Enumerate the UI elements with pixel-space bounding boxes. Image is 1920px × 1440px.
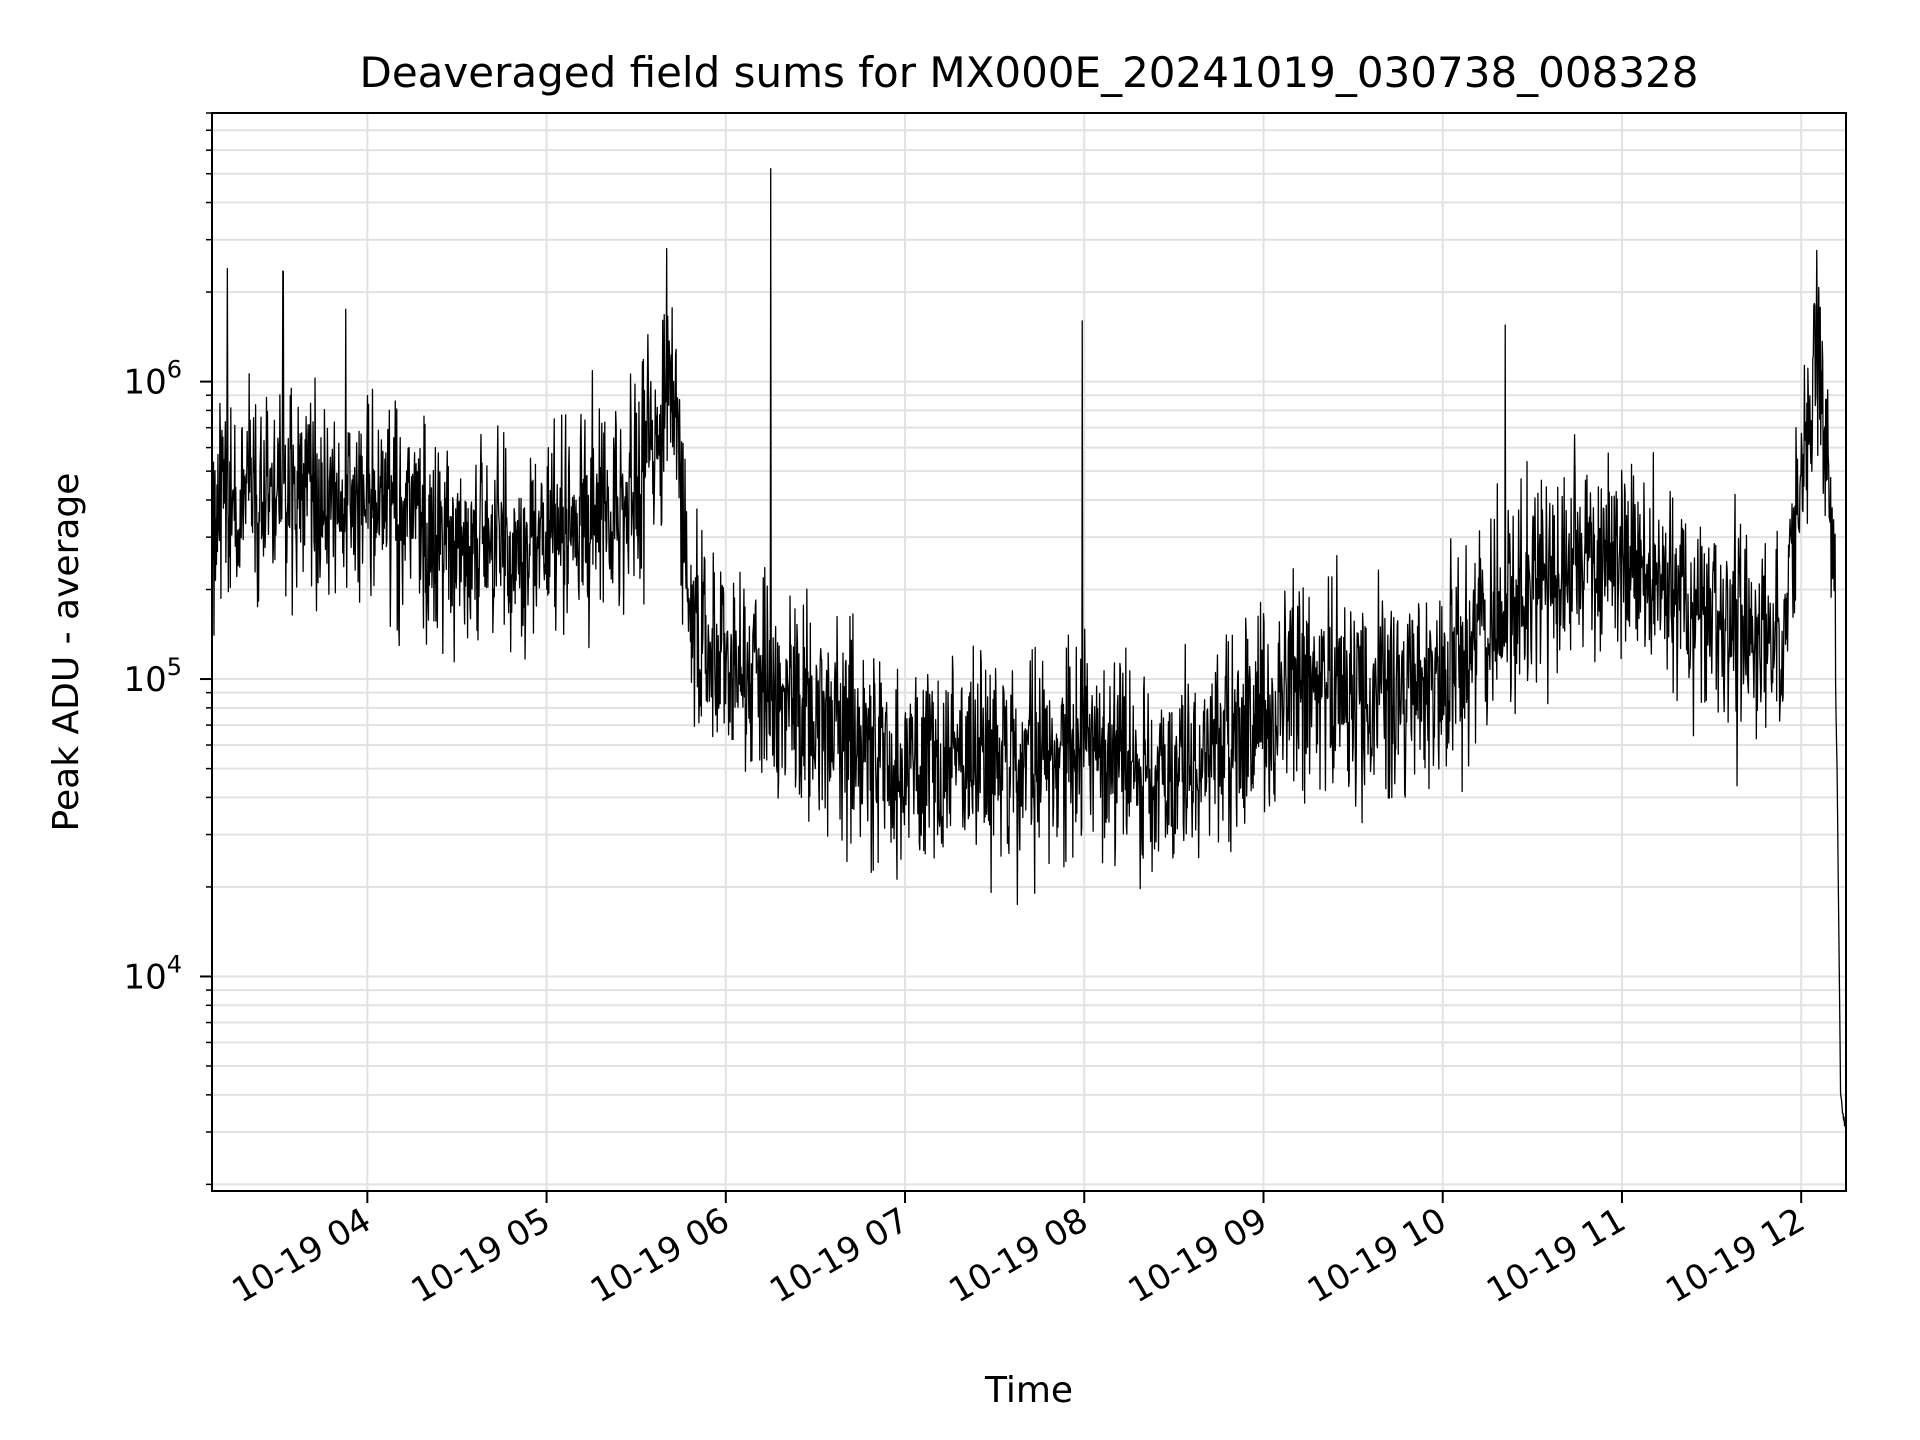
- x-tick-label: 10-19 11: [1480, 1200, 1632, 1311]
- series-line: [211, 168, 1847, 1133]
- y-axis: 104 105 106: [123, 112, 212, 1186]
- y-tick-label: 106: [123, 356, 182, 403]
- x-axis: 10-19 04 10-19 05 10-19 06 10-19 07 10-19 08…: [225, 1191, 1812, 1311]
- chart-title: Deaveraged field sums for MX000E_2024101…: [360, 48, 1699, 97]
- y-axis-label: Peak ADU - average: [46, 473, 87, 832]
- y-tick-label: 105: [123, 653, 182, 700]
- x-tick-label: 10-19 04: [225, 1200, 377, 1311]
- data-line: [211, 168, 1847, 1133]
- x-tick-label: 10-19 09: [1122, 1200, 1274, 1311]
- x-tick-label: 10-19 05: [405, 1200, 557, 1311]
- x-tick-label: 10-19 12: [1659, 1200, 1811, 1311]
- plot-frame: [211, 112, 1847, 1192]
- x-tick-label: 10-19 10: [1301, 1200, 1453, 1311]
- x-axis-label: Time: [984, 1370, 1073, 1411]
- x-tick-label: 10-19 08: [942, 1200, 1094, 1311]
- y-tick-label: 104: [123, 950, 182, 997]
- x-tick-label: 10-19 07: [763, 1200, 915, 1311]
- grid: [212, 112, 1846, 1191]
- x-tick-label: 10-19 06: [584, 1200, 736, 1311]
